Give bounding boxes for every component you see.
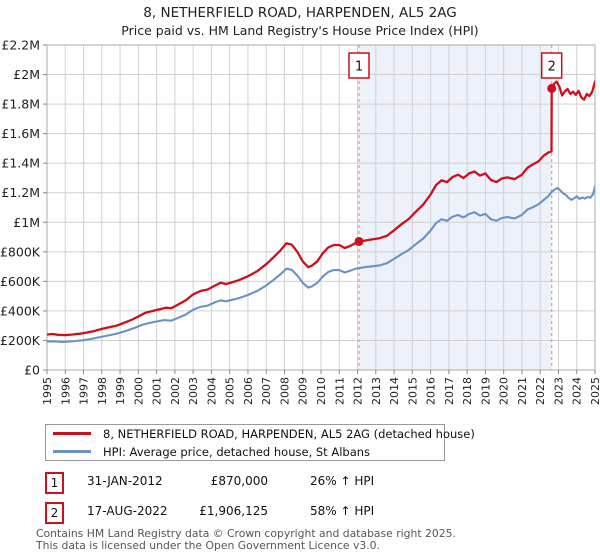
transaction-1-marker-badge: 1 — [45, 472, 64, 494]
sale-marker-number: 1 — [355, 60, 363, 75]
y-axis-label: £1.4M — [1, 156, 40, 171]
y-axis-label: £0 — [24, 363, 40, 378]
transaction-2-marker-badge: 2 — [45, 502, 64, 524]
legend-label-property: 8, NETHERFIELD ROAD, HARPENDEN, AL5 2AG … — [103, 426, 475, 441]
y-axis-label: £2M — [13, 67, 40, 82]
hpi-series-line — [47, 185, 595, 343]
page-subtitle: Price paid vs. HM Land Registry's House … — [121, 23, 479, 38]
transaction-row-1: 1 31-JAN-2012 £870,000 26% ↑ HPI — [45, 472, 405, 494]
x-axis-label: 2013 — [370, 377, 383, 405]
x-axis-label: 2016 — [425, 377, 438, 405]
y-axis-label: £2.2M — [1, 38, 40, 53]
x-axis-label: 2023 — [552, 377, 565, 405]
page-title: 8, NETHERFIELD ROAD, HARPENDEN, AL5 2AG — [143, 5, 457, 21]
footer-line-2: This data is licensed under the Open Gov… — [36, 538, 380, 552]
x-axis-label: 2024 — [571, 377, 584, 405]
legend-label-hpi: HPI: Average price, detached house, St A… — [103, 444, 371, 459]
x-axis-label: 2004 — [205, 377, 218, 405]
y-axis-label: £800K — [0, 244, 41, 259]
y-axis-label: £600K — [0, 274, 41, 289]
chart-legend: 8, NETHERFIELD ROAD, HARPENDEN, AL5 2AG … — [45, 424, 475, 461]
x-axis-label: 2019 — [479, 377, 492, 405]
legend-item-property: 8, NETHERFIELD ROAD, HARPENDEN, AL5 2AG … — [46, 427, 475, 441]
x-axis-label: 2021 — [516, 377, 529, 405]
x-axis-label: 2003 — [187, 377, 200, 405]
x-axis-label: 2005 — [224, 377, 237, 405]
x-axis-label: 1995 — [41, 377, 54, 405]
x-axis-label: 2017 — [443, 377, 456, 405]
x-axis-label: 2010 — [315, 377, 328, 405]
y-axis-label: £200K — [0, 333, 41, 348]
footer-line-1: Contains HM Land Registry data © Crown c… — [36, 527, 456, 540]
price-chart: 1 2 £0 £200K £400K £600K £800K £1M £1.2M £1.4M £1.… — [0, 38, 600, 406]
y-axis-label: £1.2M — [1, 185, 40, 200]
x-axis-label: 2012 — [352, 377, 365, 405]
x-axis-label: 2025 — [589, 377, 600, 405]
sale-point-dot — [547, 83, 557, 93]
transaction-2-price: £1,906,125 — [199, 504, 268, 518]
transaction-row-2: 2 17-AUG-2022 £1,906,125 58% ↑ HPI — [45, 502, 405, 524]
sale-marker-box — [540, 52, 563, 79]
x-axis-label: 1996 — [59, 377, 72, 405]
hpi-line-swatch — [53, 450, 91, 453]
sale-point-dot — [354, 236, 364, 246]
y-axis-label: £1.8M — [1, 97, 40, 112]
sale-marker-number: 2 — [548, 60, 556, 75]
x-axis-label: 2022 — [534, 377, 547, 405]
sale-marker-box — [348, 52, 370, 79]
x-axis-label: 2020 — [498, 377, 511, 405]
x-axis-label: 2000 — [132, 377, 145, 405]
transaction-2-date: 17-AUG-2022 — [87, 504, 168, 518]
x-axis-label: 2008 — [278, 377, 291, 405]
x-axis-label: 2014 — [388, 377, 401, 405]
x-axis-label: 2018 — [461, 377, 474, 405]
transaction-2-hpi-delta: 58% ↑ HPI — [310, 504, 375, 518]
y-axis-label: £1.6M — [1, 126, 40, 141]
x-axis-label: 2007 — [260, 377, 273, 405]
x-axis-label: 2002 — [169, 377, 182, 405]
x-axis-label: 2009 — [297, 377, 310, 405]
y-axis-label: £400K — [0, 303, 41, 318]
y-axis-label: £1M — [13, 215, 40, 230]
x-axis-label: 1999 — [114, 377, 127, 405]
property-line-swatch — [53, 432, 91, 435]
x-axis-label: 2015 — [406, 377, 419, 405]
x-axis-label: 1997 — [78, 377, 91, 405]
transaction-1-hpi-delta: 26% ↑ HPI — [310, 474, 375, 488]
ownership-shaded-band — [358, 45, 552, 370]
legend-item-hpi: HPI: Average price, detached house, St A… — [46, 445, 444, 459]
x-axis-label: 2001 — [151, 377, 164, 405]
x-axis-label: 1998 — [96, 377, 109, 405]
transaction-1-date: 31-JAN-2012 — [87, 474, 163, 488]
transaction-1-price: £870,000 — [210, 474, 268, 488]
x-axis-label: 2006 — [242, 377, 255, 405]
license-footer: Contains HM Land Registry data © Crown c… — [36, 528, 596, 551]
x-axis-label: 2011 — [333, 377, 346, 405]
